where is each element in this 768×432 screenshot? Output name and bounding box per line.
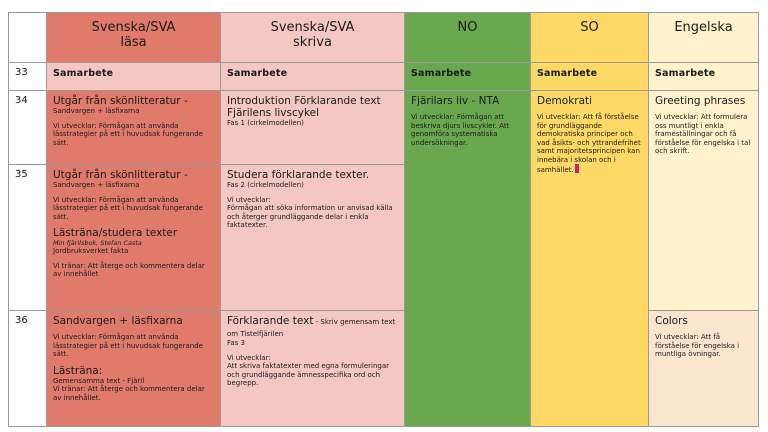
cell-title: Studera förklarande texter. bbox=[227, 169, 370, 181]
header-so-label: SO bbox=[580, 20, 599, 35]
cell-samarbete: Samarbete bbox=[648, 62, 759, 91]
table-row-week-36: 36 Sandvargen + läsfixarna Vi utvecklar:… bbox=[8, 310, 759, 427]
cell-title: Förklarande text - Skriv gemensam text o… bbox=[227, 315, 398, 339]
cell-samarbete: Samarbete bbox=[404, 62, 531, 91]
cell-samarbete: Samarbete bbox=[530, 62, 649, 91]
table-row-week-35: 35 Utgår från skönlitteratur - Sandvarge… bbox=[8, 164, 759, 311]
cell-title: Utgår från skönlitteratur - bbox=[53, 169, 188, 181]
header-svenska-lasa: Svenska/SVA läsa bbox=[46, 12, 221, 63]
lesson-plan-table: Svenska/SVA läsa Svenska/SVA skriva NO S… bbox=[8, 12, 759, 427]
cell-body: Förmågan att söka information ur anvisad… bbox=[227, 204, 393, 229]
cell-body: Vi utvecklar: Att få förståelse för enge… bbox=[655, 333, 740, 358]
header-engelska: Engelska bbox=[648, 12, 759, 63]
cell-body: Vi utvecklar: Att formulera oss muntligt… bbox=[655, 113, 751, 155]
cell-subtitle: Jordbruksverket fakta bbox=[53, 247, 129, 255]
cell-sva-skriva: Studera förklarande texter. Fas 2 (cirke… bbox=[220, 164, 405, 311]
cell-engelska: Greeting phrases Vi utvecklar: Att formu… bbox=[648, 90, 759, 311]
cell-no: Fjärilars liv - NTA Vi utvecklar: Förmåg… bbox=[404, 90, 531, 427]
cell-subtitle: Fas 2 (cirkelmodellen) bbox=[227, 181, 304, 189]
cell-subtitle: Fas 3 bbox=[227, 339, 245, 347]
week-header bbox=[8, 12, 47, 63]
header-row: Svenska/SVA läsa Svenska/SVA skriva NO S… bbox=[8, 12, 759, 63]
cell-subtitle: Fas 1 (cirkelmodellen) bbox=[227, 119, 304, 127]
cell-samarbete: Samarbete bbox=[220, 62, 405, 91]
cell-title: Introduktion Förklarande text bbox=[227, 95, 381, 107]
cell-subtitle: Sandvargen + läsfixarna bbox=[53, 107, 140, 115]
cell-sva-skriva: Förklarande text - Skriv gemensam text o… bbox=[220, 310, 405, 427]
cell-title: Fjärilars liv - NTA bbox=[411, 95, 500, 107]
header-svenska-skriva-label: Svenska/SVA skriva bbox=[270, 20, 355, 50]
header-no-label: NO bbox=[457, 20, 478, 35]
week-number: 36 bbox=[8, 310, 47, 427]
cell-body: Vi utvecklar: Förmågan att använda lässt… bbox=[53, 121, 203, 147]
table-row-week-34: 34 Utgår från skönlitteratur - Sandvarge… bbox=[8, 90, 759, 427]
cell-title: Fjärilens livscykel bbox=[227, 107, 320, 119]
cell-body-heading: Vi utvecklar: bbox=[227, 195, 271, 204]
cell-samarbete: Samarbete bbox=[46, 62, 221, 91]
cell-title: Lästräna/studera texter bbox=[53, 227, 178, 239]
cell-title: Lästräna: bbox=[53, 364, 103, 377]
cell-title-main: Förklarande text bbox=[227, 315, 314, 327]
cell-body: Att skriva faktatexter med egna formuler… bbox=[227, 362, 390, 387]
header-svenska-lasa-label: Svenska/SVA läsa bbox=[91, 20, 176, 50]
cell-title: Utgår från skönlitteratur - bbox=[53, 95, 188, 107]
cell-title: Colors bbox=[655, 315, 688, 327]
cell-title: Greeting phrases bbox=[655, 95, 746, 107]
cell-body: Vi tränar: Att återge och kommentera del… bbox=[53, 261, 205, 279]
cell-title: Demokrati bbox=[537, 95, 593, 107]
cell-source: Min fjärilsbok, Stefan Casta bbox=[53, 239, 142, 247]
week-number: 35 bbox=[8, 164, 47, 311]
cell-sva-lasa: Utgår från skönlitteratur - Sandvargen +… bbox=[46, 164, 221, 311]
header-no: NO bbox=[404, 12, 531, 63]
table-row-week-33: 33 Samarbete Samarbete Samarbete Samarbe… bbox=[8, 62, 759, 91]
cell-subtitle: Gemensamma text - Fjäril bbox=[53, 376, 145, 385]
week-number: 33 bbox=[8, 62, 47, 91]
cell-body: Vi utvecklar: Att få förståelse för grun… bbox=[537, 113, 642, 175]
cell-subtitle: Sandvargen + läsfixarna bbox=[53, 181, 140, 189]
cell-sva-lasa: Sandvargen + läsfixarna Vi utvecklar: Fö… bbox=[46, 310, 221, 427]
header-engelska-label: Engelska bbox=[674, 20, 733, 35]
cell-body: Vi utvecklar: Förmågan att använda lässt… bbox=[53, 195, 203, 221]
cell-sva-lasa: Utgår från skönlitteratur - Sandvargen +… bbox=[46, 90, 221, 165]
cell-body-heading: Vi utvecklar: bbox=[227, 353, 271, 362]
cell-body: Vi tränar: Att återge och kommentera del… bbox=[53, 385, 205, 402]
cell-title-tail: - Skriv gemensam text om Tistelfjärilen bbox=[227, 318, 396, 338]
cell-body: Vi utvecklar: Förmågan att beskriva djur… bbox=[411, 113, 510, 147]
cell-title: Sandvargen + läsfixarna bbox=[53, 315, 183, 327]
cell-so: Demokrati Vi utvecklar: Att få förståels… bbox=[530, 90, 649, 427]
week-number: 34 bbox=[8, 90, 47, 165]
header-svenska-skriva: Svenska/SVA skriva bbox=[220, 12, 405, 63]
cell-sva-skriva: Introduktion Förklarande text Fjärilens … bbox=[220, 90, 405, 165]
cell-body-text: Vi utvecklar: Att få förståelse för grun… bbox=[537, 113, 641, 174]
cell-body: Vi utvecklar: Förmågan att använda lässt… bbox=[53, 333, 203, 358]
cell-engelska: Colors Vi utvecklar: Att få förståelse f… bbox=[648, 310, 759, 427]
header-so: SO bbox=[530, 12, 649, 63]
text-cursor bbox=[574, 164, 579, 173]
